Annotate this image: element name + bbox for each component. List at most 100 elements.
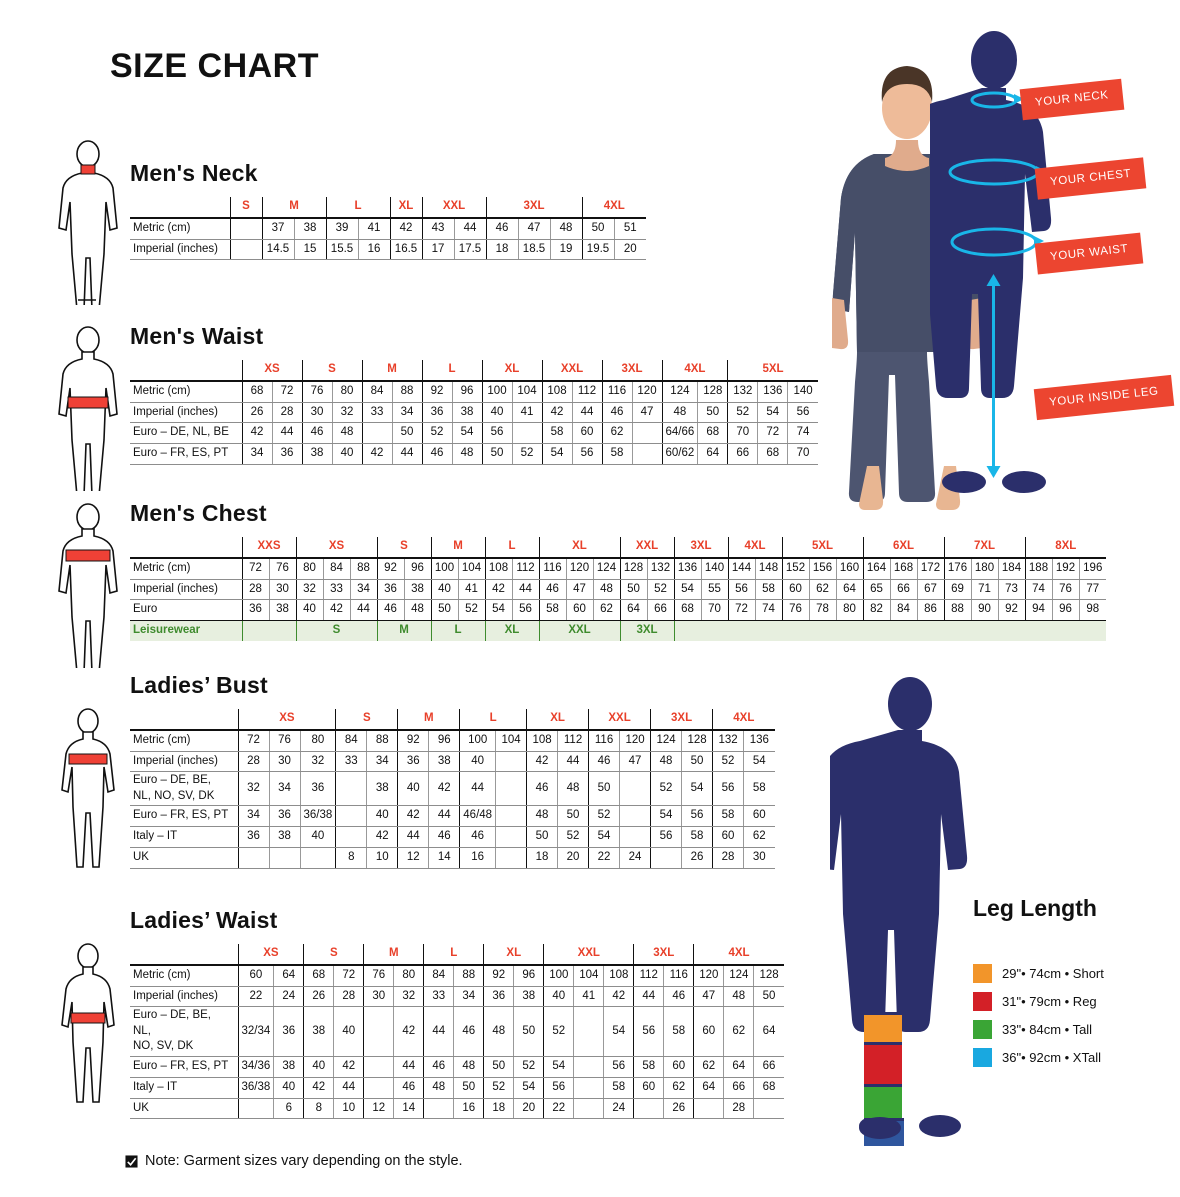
data-cell: 58	[633, 1056, 664, 1078]
data-cell: 84	[322, 557, 350, 580]
data-cell: 156	[808, 557, 836, 580]
row-label: Italy – IT	[130, 826, 238, 849]
data-cell: 76	[268, 729, 300, 752]
table-row: Imperial (inches) 22 24 26 28 30 32 33 34 36 38 40 4…	[130, 986, 784, 1008]
data-cell	[363, 1006, 394, 1057]
size-header-4xl: 4XL	[693, 944, 784, 966]
size-header-s: S	[376, 537, 431, 559]
data-cell: 46	[428, 826, 460, 849]
data-cell: 48	[661, 402, 698, 424]
data-cell: 36	[273, 1006, 304, 1057]
data-cell: 64	[619, 599, 647, 622]
data-cell: 86	[916, 599, 944, 622]
size-header-m: M	[361, 360, 422, 382]
data-cell: 54	[484, 599, 512, 622]
data-cell: 48	[592, 579, 620, 601]
data-cell: 33	[322, 579, 350, 601]
data-cell: 140	[787, 380, 818, 403]
data-cell: 80	[835, 599, 863, 622]
size-header-m: M	[261, 197, 326, 219]
data-cell: 92	[997, 599, 1025, 622]
data-cell: 128	[619, 557, 647, 580]
data-cell: 44	[397, 826, 429, 849]
data-cell: 66	[723, 1077, 754, 1099]
size-header-xxl: XXL	[421, 197, 486, 219]
data-cell: 40	[397, 771, 429, 807]
data-cell: 43	[421, 217, 454, 240]
data-cell: 40	[430, 579, 458, 601]
data-cell: 50	[513, 1006, 544, 1057]
data-cell: 46	[538, 579, 566, 601]
male-waist-silhouette	[58, 326, 118, 491]
male-neck-silhouette	[58, 140, 118, 305]
data-cell	[633, 1098, 664, 1120]
data-cell: 68	[697, 422, 728, 445]
data-cell: 54	[543, 1056, 574, 1078]
data-cell: 108	[603, 964, 634, 987]
legend-label: 31"• 79cm • Reg	[1002, 994, 1097, 1009]
size-header-m: M	[397, 709, 460, 731]
data-cell: 48	[331, 422, 362, 445]
data-cell: 48	[557, 771, 589, 807]
data-cell: 36	[237, 826, 269, 849]
size-header-xs: XS	[241, 360, 302, 382]
row-label: Imperial (inches)	[130, 986, 238, 1008]
data-cell: 41	[573, 986, 604, 1008]
size-header-3xl: 3XL	[633, 944, 694, 966]
section-title: Men's Neck	[130, 160, 258, 186]
data-cell: 60	[663, 1056, 694, 1078]
data-cell: 22	[588, 847, 620, 869]
data-cell: 64	[835, 579, 863, 601]
data-cell: 28	[271, 402, 302, 424]
data-cell: 28	[723, 1098, 754, 1120]
data-cell: 26	[241, 402, 272, 424]
data-cell: 52	[557, 826, 589, 849]
data-cell: 74	[1024, 579, 1052, 601]
female-bust-silhouette	[61, 708, 115, 868]
data-cell	[361, 422, 392, 445]
legend-label: 29"• 74cm • Short	[1002, 966, 1104, 981]
data-cell: 82	[862, 599, 890, 622]
data-cell: 42	[484, 579, 512, 601]
data-cell: 15	[293, 239, 326, 261]
data-cell: 60	[743, 805, 775, 828]
data-cell: 24	[603, 1098, 634, 1120]
header-corner-cell	[130, 360, 242, 382]
data-cell: 46	[526, 771, 558, 807]
data-cell: 48	[453, 1056, 484, 1078]
data-cell: 70	[700, 599, 728, 622]
data-cell: 80	[299, 729, 336, 752]
header-corner-cell	[130, 197, 230, 219]
size-header-xxs: XXS	[241, 537, 296, 559]
data-cell: 19.5	[581, 239, 614, 261]
data-cell	[650, 847, 682, 869]
data-cell: 40	[273, 1077, 304, 1099]
data-cell: 124	[650, 729, 682, 752]
data-cell: 38	[301, 443, 332, 466]
data-cell: 6	[273, 1098, 304, 1120]
data-cell: 42	[393, 1006, 424, 1057]
table-row: Euro – FR, ES, PT 34 36 36/38 40 42 44 46/48 4…	[130, 805, 775, 828]
data-cell: 52	[650, 771, 682, 807]
row-label: UK	[130, 1098, 238, 1120]
data-cell: 20	[513, 1098, 544, 1120]
data-cell: 96	[403, 557, 431, 580]
data-cell: 92	[483, 964, 514, 987]
data-cell: 62	[808, 579, 836, 601]
data-cell: 22	[237, 986, 274, 1008]
data-cell	[423, 1098, 454, 1120]
data-cell: 38	[303, 1006, 334, 1057]
data-cell: 128	[681, 729, 713, 752]
data-cell: 16	[357, 239, 390, 261]
data-cell: 58	[663, 1006, 694, 1057]
data-cell: 100	[543, 964, 574, 987]
data-cell: 38	[366, 771, 398, 807]
section-ladies-waist: Ladies’ Waist XS S M L XL XXL 3XL 4XL Metric (cm…	[130, 907, 784, 1120]
data-cell: 42	[333, 1056, 364, 1078]
data-cell: 18.5	[517, 239, 550, 261]
data-cell: 112	[511, 557, 539, 580]
data-cell: 26	[681, 847, 713, 869]
legend-item: 33"• 84cm • Tall	[973, 1020, 1104, 1039]
footer-note-text: Note: Garment sizes vary depending on th…	[145, 1153, 463, 1169]
data-cell: 56	[571, 443, 602, 466]
